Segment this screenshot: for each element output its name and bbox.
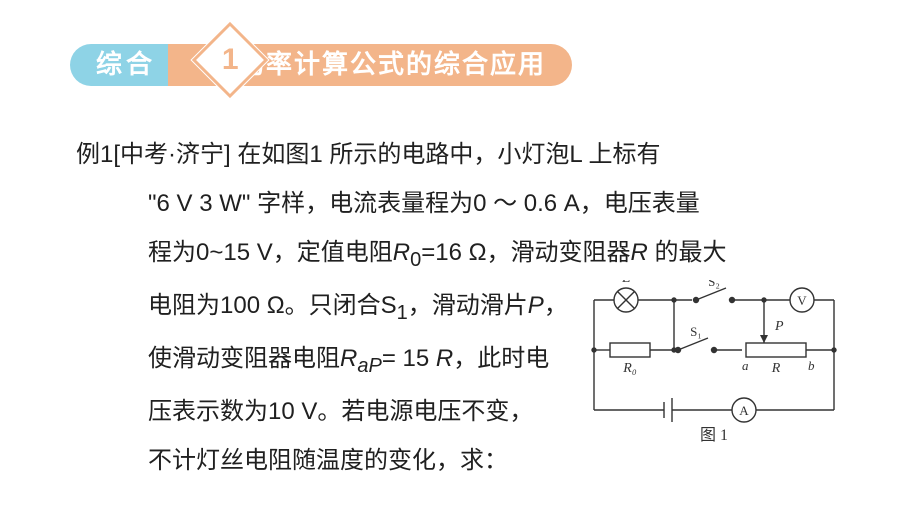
header-badge-number: 1 — [222, 43, 239, 77]
t4s: 1 — [397, 302, 408, 324]
t3p: 的最大 — [648, 239, 727, 266]
switch-s2-label: S₂ — [708, 280, 720, 289]
t4e: ， — [544, 292, 568, 319]
rheostat-r-label: R — [771, 361, 781, 376]
circuit-diagram: V — [574, 280, 854, 450]
t3a: 程为0~15 V，定值电阻 — [148, 239, 393, 266]
t3s: 0 — [410, 249, 421, 271]
figure-caption: 图 1 — [700, 427, 728, 444]
t4p: P — [528, 292, 544, 319]
t4a: 电阻为100 Ω。只闭合S — [148, 292, 397, 319]
terminal-b-label: b — [808, 358, 815, 373]
lamp-label: L — [622, 280, 631, 286]
voltmeter-label: V — [797, 293, 807, 308]
section-header: 综合 1 电功率计算公式的综合应用 — [70, 42, 572, 88]
slider-p-label: P — [774, 319, 784, 334]
switch-s1-label: S₁ — [690, 324, 702, 339]
t3r2: R — [631, 239, 648, 266]
text-line-7: 不计灯丝电阻随温度的变化，求： — [76, 436, 576, 485]
t5m: = 15 — [382, 345, 436, 372]
t4m: ，滑动滑片 — [408, 292, 528, 319]
t5a: 使滑动变阻器电阻 — [148, 345, 340, 372]
t3r: R — [393, 239, 410, 266]
t5s: aP — [357, 355, 381, 377]
text-line-3: 程为0~15 V，定值电阻R0=16 Ω，滑动变阻器R 的最大 — [76, 228, 860, 281]
text-line-2: "6 V 3 W" 字样，电流表量程为0 ～ 0.6 A，电压表量 — [76, 179, 860, 228]
t5p: ，此时电 — [453, 345, 549, 372]
ammeter-label: A — [739, 403, 749, 418]
text-line-5: 使滑动变阻器电阻RaP= 15 R，此时电 — [76, 334, 576, 387]
t5r2: R — [436, 345, 453, 372]
r0-label: R₀ — [622, 361, 637, 376]
text-line-4: 电阻为100 Ω。只闭合S1，滑动滑片P， — [76, 281, 576, 334]
header-badge: 1 — [192, 22, 268, 98]
text-line-1: 例1[中考·济宁] 在如图1 所示的电路中，小灯泡L 上标有 — [76, 130, 860, 179]
text-line-6: 压表示数为10 V。若电源电压不变， — [76, 387, 576, 436]
terminal-a-label: a — [742, 358, 749, 373]
t3m: =16 Ω，滑动变阻器 — [421, 239, 630, 266]
t5r: R — [340, 345, 357, 372]
